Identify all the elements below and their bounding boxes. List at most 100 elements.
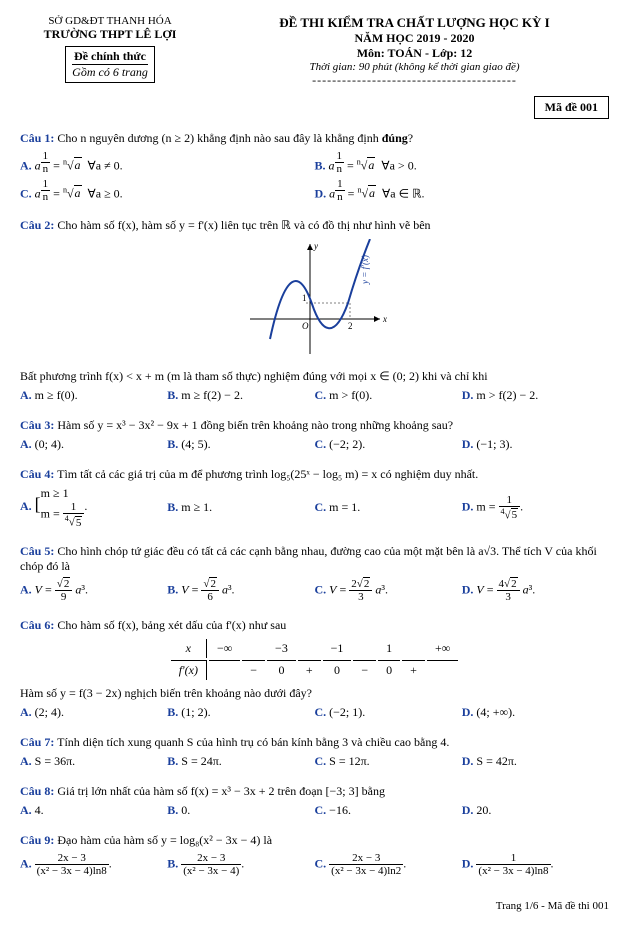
q6-a-label: A. bbox=[20, 705, 35, 719]
q3-b: (4; 5). bbox=[181, 437, 210, 451]
q7-text: Tính diện tích xung quanh S của hình trụ… bbox=[57, 735, 449, 749]
q1-b: ∀a > 0. bbox=[381, 158, 416, 172]
q2-a: m ≥ f(0). bbox=[35, 388, 78, 402]
q3-c-label: C. bbox=[315, 437, 330, 451]
svg-text:y = f'(x): y = f'(x) bbox=[360, 255, 370, 285]
q3-d: (−1; 3). bbox=[476, 437, 512, 451]
question-3: Câu 3: Hàm số y = x³ − 3x² − 9x + 1 đồng… bbox=[20, 418, 609, 455]
q6-text: Cho hàm số f(x), bảng xét dấu của f'(x) … bbox=[57, 618, 286, 632]
q7-c-label: C. bbox=[315, 754, 330, 768]
q3-label: Câu 3: bbox=[20, 418, 54, 432]
q1-bold: đúng bbox=[382, 131, 408, 145]
q5-b-label: B. bbox=[167, 582, 181, 596]
official-box: Đề chính thức Gồm có 6 trang bbox=[65, 46, 155, 83]
exam-code: Mã đề 001 bbox=[534, 96, 609, 119]
q6-text2: Hàm số y = f(3 − 2x) nghịch biến trên kh… bbox=[20, 686, 609, 701]
q8-label: Câu 8: bbox=[20, 784, 54, 798]
q2-text: Cho hàm số f(x), hàm số y = f'(x) liên t… bbox=[57, 218, 430, 232]
q3-b-label: B. bbox=[167, 437, 181, 451]
q9-b-label: B. bbox=[167, 856, 181, 870]
q1-label: Câu 1: bbox=[20, 131, 54, 145]
question-9: Câu 9: Đạo hàm của hàm số y = log₈(x² − … bbox=[20, 833, 609, 880]
q8-a: 4. bbox=[35, 803, 44, 817]
question-2: Câu 2: Cho hàm số f(x), hàm số y = f'(x)… bbox=[20, 218, 609, 406]
q6-c-label: C. bbox=[315, 705, 330, 719]
q5-d-label: D. bbox=[462, 582, 477, 596]
q1-text: Cho n nguyên dương (n ≥ 2) khẳng định nà… bbox=[57, 131, 381, 145]
exam-time: Thời gian: 90 phút (không kể thời gian g… bbox=[220, 61, 609, 73]
exam-year: NĂM HỌC 2019 - 2020 bbox=[220, 31, 609, 46]
q9-a-label: A. bbox=[20, 856, 35, 870]
q4-c: m = 1. bbox=[329, 500, 360, 514]
q4-b: m ≥ 1. bbox=[181, 500, 212, 514]
question-7: Câu 7: Tính diện tích xung quanh S của h… bbox=[20, 735, 609, 772]
q7-c: S = 12π. bbox=[329, 754, 370, 768]
svg-text:2: 2 bbox=[348, 321, 353, 331]
q5-text: Cho hình chóp tứ giác đều có tất cả các … bbox=[20, 544, 597, 573]
q3-a-label: A. bbox=[20, 437, 35, 451]
question-5: Câu 5: Cho hình chóp tứ giác đều có tất … bbox=[20, 544, 609, 606]
q6-d-label: D. bbox=[462, 705, 477, 719]
q2-graph: x y O 1 2 y = f'(x) bbox=[20, 239, 609, 363]
official-sub: Gồm có 6 trang bbox=[72, 65, 148, 80]
st-fp: f'(x) bbox=[171, 660, 207, 680]
exam-title: ĐỀ THI KIỂM TRA CHẤT LƯỢNG HỌC KỲ I bbox=[220, 15, 609, 31]
q7-d-label: D. bbox=[462, 754, 477, 768]
header-left: SỞ GD&ĐT THANH HÓA TRƯỜNG THPT LÊ LỢI Đề… bbox=[20, 15, 200, 119]
svg-text:1: 1 bbox=[302, 293, 307, 303]
q9-label: Câu 9: bbox=[20, 833, 54, 847]
q4-b-label: B. bbox=[167, 500, 181, 514]
q6-c: (−2; 1). bbox=[329, 705, 365, 719]
q6-label: Câu 6: bbox=[20, 618, 54, 632]
q9-d-label: D. bbox=[462, 856, 477, 870]
q1-a-label: A. bbox=[20, 158, 35, 172]
q4-a-label: A. bbox=[20, 499, 35, 513]
q2-d-label: D. bbox=[462, 388, 477, 402]
q3-text: Hàm số y = x³ − 3x² − 9x + 1 đồng biến t… bbox=[57, 418, 453, 432]
svg-text:y: y bbox=[313, 241, 318, 251]
q6-a: (2; 4). bbox=[35, 705, 64, 719]
question-1: Câu 1: Cho n nguyên dương (n ≥ 2) khẳng … bbox=[20, 131, 609, 206]
q1-d: ∀a ∈ ℝ. bbox=[382, 186, 425, 200]
dept: SỞ GD&ĐT THANH HÓA bbox=[20, 15, 200, 27]
q1-d-label: D. bbox=[315, 186, 330, 200]
q2-c-label: C. bbox=[315, 388, 330, 402]
q7-a-label: A. bbox=[20, 754, 35, 768]
q5-c-label: C. bbox=[315, 582, 330, 596]
q2-c: m > f(0). bbox=[329, 388, 372, 402]
q3-d-label: D. bbox=[462, 437, 477, 451]
q2-text2: Bất phương trình f(x) < x + m (m là tham… bbox=[20, 369, 609, 384]
q2-a-label: A. bbox=[20, 388, 35, 402]
q5-label: Câu 5: bbox=[20, 544, 54, 558]
q7-label: Câu 7: bbox=[20, 735, 54, 749]
q1-c-label: C. bbox=[20, 186, 35, 200]
q1-qmark: ? bbox=[408, 131, 413, 145]
header: SỞ GD&ĐT THANH HÓA TRƯỜNG THPT LÊ LỢI Đề… bbox=[20, 15, 609, 119]
q2-b: m ≥ f(2) − 2. bbox=[181, 388, 243, 402]
q7-b: S = 24π. bbox=[181, 754, 222, 768]
q4-label: Câu 4: bbox=[20, 467, 54, 481]
q9-text: Đạo hàm của hàm số y = log₈(x² − 3x − 4)… bbox=[57, 833, 272, 847]
q1-c: ∀a ≥ 0. bbox=[88, 186, 123, 200]
q9-c-label: C. bbox=[315, 856, 330, 870]
dash-line: ----------------------------------------… bbox=[220, 73, 609, 88]
q2-label: Câu 2: bbox=[20, 218, 54, 232]
q6-b-label: B. bbox=[167, 705, 181, 719]
q8-c-label: C. bbox=[315, 803, 330, 817]
question-6: Câu 6: Cho hàm số f(x), bảng xét dấu của… bbox=[20, 618, 609, 723]
question-4: Câu 4: Tìm tất cả các giá trị của m để p… bbox=[20, 467, 609, 532]
q4-text: Tìm tất cả các giá trị của m để phương t… bbox=[57, 467, 478, 481]
q4-d-label: D. bbox=[462, 499, 477, 513]
q6-b: (1; 2). bbox=[181, 705, 210, 719]
q1-b-label: B. bbox=[315, 158, 329, 172]
school-name: TRƯỜNG THPT LÊ LỢI bbox=[20, 27, 200, 42]
sign-table: x −∞ −3 −1 1 +∞ f'(x) − 0 + 0 − 0 + bbox=[169, 637, 461, 682]
q6-d: (4; +∞). bbox=[476, 705, 515, 719]
q8-c: −16. bbox=[329, 803, 351, 817]
q1-a: ∀a ≠ 0. bbox=[88, 158, 123, 172]
question-8: Câu 8: Giá trị lớn nhất của hàm số f(x) … bbox=[20, 784, 609, 821]
q2-b-label: B. bbox=[167, 388, 181, 402]
q4-c-label: C. bbox=[315, 500, 330, 514]
q5-a-label: A. bbox=[20, 582, 35, 596]
q8-a-label: A. bbox=[20, 803, 35, 817]
